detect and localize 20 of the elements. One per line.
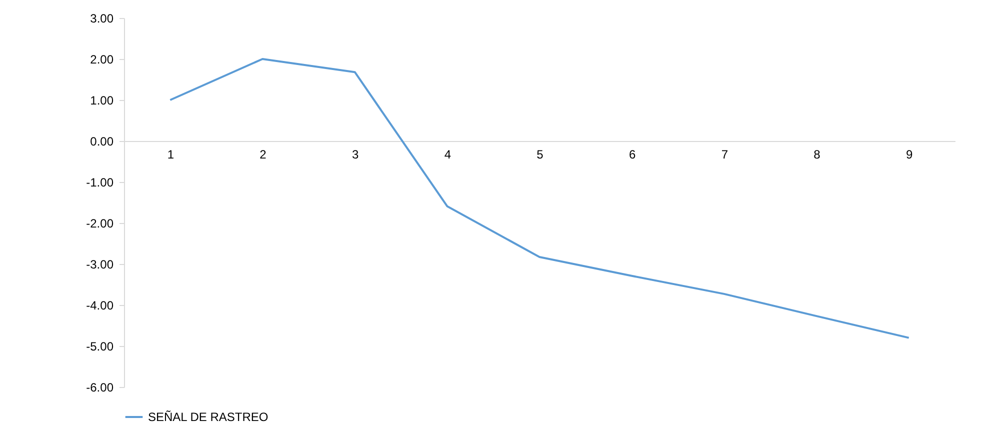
x-tick-label: 5 (536, 148, 544, 162)
y-tick-label: -3.00 (86, 258, 114, 272)
x-tick-label: 6 (628, 148, 636, 162)
x-tick-label: 2 (260, 148, 267, 162)
x-tick-label: 8 (814, 148, 821, 162)
x-tick-label: 4 (444, 148, 452, 162)
y-tick-label: 2.00 (90, 52, 114, 66)
y-tick-label: -2.00 (86, 216, 114, 230)
x-tick-label: 3 (352, 148, 359, 162)
y-tick-label: 3.00 (90, 12, 114, 26)
x-tick-label: 9 (906, 148, 913, 162)
y-tick-label: 0.00 (90, 134, 114, 148)
y-tick-label: 1.00 (90, 94, 114, 108)
y-tick-label: -6.00 (86, 380, 114, 394)
x-tick-label: 7 (721, 148, 728, 162)
y-tick-label: -5.00 (86, 340, 114, 354)
legend-label: SEÑAL DE RASTREO (148, 410, 268, 424)
x-tick-label: 1 (167, 148, 174, 162)
y-tick-label: -4.00 (86, 298, 114, 312)
y-tick-label: -1.00 (86, 176, 114, 190)
